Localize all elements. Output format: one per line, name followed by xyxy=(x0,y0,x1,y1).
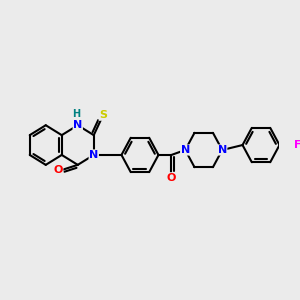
Text: F: F xyxy=(294,140,300,150)
Text: H: H xyxy=(72,109,80,119)
Text: O: O xyxy=(53,165,63,175)
Text: N: N xyxy=(73,120,83,130)
Text: N: N xyxy=(181,145,190,155)
Text: N: N xyxy=(218,145,227,155)
Text: S: S xyxy=(99,110,107,120)
Text: O: O xyxy=(167,173,176,183)
Text: N: N xyxy=(89,150,98,160)
